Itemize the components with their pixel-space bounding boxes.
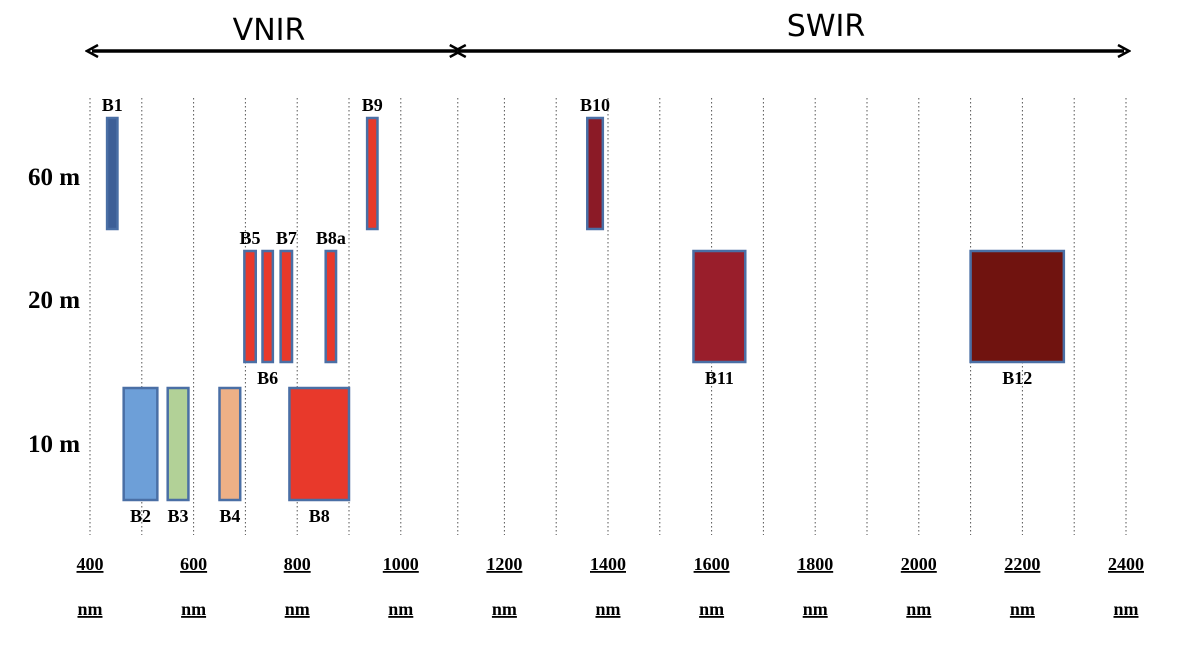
band-b4 (218, 386, 242, 502)
band-b11 (692, 249, 747, 364)
band-label-b10: B10 (580, 95, 610, 115)
tick-unit-2400: nm (1113, 599, 1138, 619)
band-label-b8: B8 (309, 506, 330, 526)
band-label-b2: B2 (130, 506, 151, 526)
tick-unit-1600: nm (699, 599, 724, 619)
band-b9 (365, 116, 379, 231)
band-label-b6: B6 (257, 368, 278, 388)
band-b3 (166, 386, 190, 502)
tick-label-2400: 2400 (1108, 554, 1144, 574)
tick-unit-800: nm (285, 599, 310, 619)
tick-unit-2000: nm (906, 599, 931, 619)
resolution-labels: 60 m 20 m 10 m (28, 164, 80, 458)
band-label-b11: B11 (705, 368, 734, 388)
band-label-b9: B9 (362, 95, 383, 115)
band-b8a (324, 249, 338, 364)
resolution-label-10m: 10 m (28, 431, 80, 458)
range-label-swir: SWIR (787, 9, 865, 44)
band-b1 (105, 116, 119, 231)
tick-label-800: 800 (284, 554, 311, 574)
band-b2 (122, 386, 159, 502)
tick-label-1000: 1000 (383, 554, 419, 574)
band-b12 (969, 249, 1066, 364)
tick-label-2000: 2000 (901, 554, 937, 574)
band-label-b12: B12 (1002, 368, 1032, 388)
tick-label-2200: 2200 (1004, 554, 1040, 574)
band-label-b5: B5 (240, 228, 261, 248)
range-label-vnir: VNIR (233, 13, 306, 48)
spectral-bands: B1 B9 B10 B5 B6 B7 B8a B11 B12 B2 B3 B4 B8 (102, 95, 1066, 526)
band-label-b8a: B8a (316, 228, 346, 248)
tick-unit-1000: nm (388, 599, 413, 619)
tick-unit-1200: nm (492, 599, 517, 619)
wavelength-axis-labels: 400 nm 600 nm 800 nm 1000 nm 1200 nm 1400 nm 1600 nm 1… (77, 554, 1145, 619)
band-label-b3: B3 (168, 506, 189, 526)
tick-unit-400: nm (77, 599, 102, 619)
band-b8 (288, 386, 351, 502)
band-b7 (279, 249, 294, 364)
resolution-label-20m: 20 m (28, 287, 80, 314)
tick-unit-600: nm (181, 599, 206, 619)
band-label-b7: B7 (276, 228, 297, 248)
tick-label-1200: 1200 (486, 554, 522, 574)
tick-unit-1800: nm (803, 599, 828, 619)
tick-unit-1400: nm (595, 599, 620, 619)
band-label-b1: B1 (102, 95, 123, 115)
tick-unit-2200: nm (1010, 599, 1035, 619)
tick-label-1400: 1400 (590, 554, 626, 574)
tick-label-600: 600 (180, 554, 207, 574)
band-b10 (586, 116, 605, 231)
tick-label-1600: 1600 (694, 554, 730, 574)
tick-label-400: 400 (77, 554, 104, 574)
gridlines (89, 98, 1127, 535)
resolution-label-60m: 60 m (28, 164, 80, 191)
band-label-b4: B4 (219, 506, 240, 526)
tick-label-1800: 1800 (797, 554, 833, 574)
band-b6 (261, 249, 275, 364)
spectral-range-arrows: VNIR SWIR (92, 9, 1124, 51)
band-b5 (243, 249, 258, 364)
